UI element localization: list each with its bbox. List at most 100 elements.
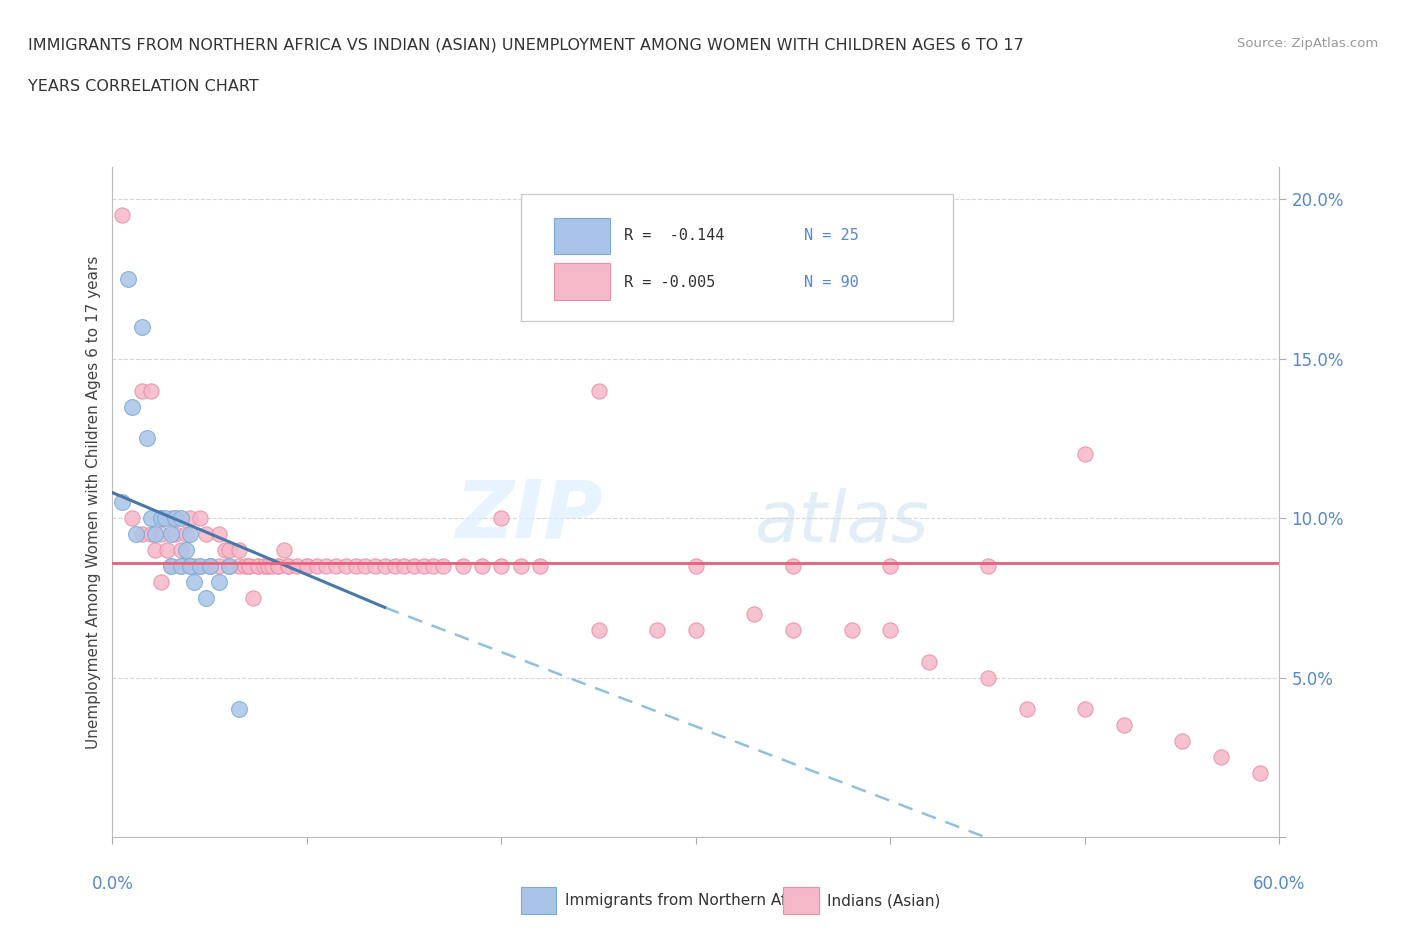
Text: N = 25: N = 25 xyxy=(804,228,859,244)
Point xyxy=(242,591,264,605)
Point xyxy=(976,671,998,685)
Point xyxy=(1074,447,1097,462)
Text: Immigrants from Northern Africa: Immigrants from Northern Africa xyxy=(565,893,815,908)
Text: Source: ZipAtlas.com: Source: ZipAtlas.com xyxy=(1237,37,1378,50)
Point xyxy=(228,542,250,557)
Point xyxy=(125,526,148,541)
Point xyxy=(136,431,159,445)
Point xyxy=(782,559,804,574)
Point xyxy=(179,511,201,525)
Point xyxy=(208,575,231,590)
Point xyxy=(160,559,183,574)
Point xyxy=(117,272,139,286)
Point xyxy=(257,559,280,574)
Point xyxy=(163,526,186,541)
Point xyxy=(169,559,191,574)
Point xyxy=(141,526,163,541)
Point xyxy=(111,207,134,222)
Point xyxy=(141,511,163,525)
Point xyxy=(1209,750,1232,764)
Point xyxy=(163,511,186,525)
Point xyxy=(131,526,153,541)
Point xyxy=(160,511,183,525)
Point xyxy=(121,511,143,525)
Text: atlas: atlas xyxy=(754,488,929,557)
Point xyxy=(276,559,298,574)
Point xyxy=(491,559,513,574)
Text: Indians (Asian): Indians (Asian) xyxy=(827,893,941,908)
Point xyxy=(194,591,217,605)
Point xyxy=(344,559,367,574)
Point xyxy=(179,559,201,574)
Point xyxy=(335,559,357,574)
Point xyxy=(782,622,804,637)
Point xyxy=(253,559,276,574)
Point xyxy=(188,559,211,574)
Point xyxy=(176,542,198,557)
Point xyxy=(422,559,444,574)
Bar xyxy=(554,263,610,300)
Point xyxy=(208,559,231,574)
Point xyxy=(160,526,183,541)
Point xyxy=(918,654,941,669)
Point xyxy=(194,526,217,541)
Point xyxy=(143,526,166,541)
Point xyxy=(150,575,173,590)
FancyBboxPatch shape xyxy=(520,194,953,322)
Point xyxy=(169,511,191,525)
Text: 0.0%: 0.0% xyxy=(91,875,134,893)
Point xyxy=(214,542,236,557)
Point xyxy=(198,559,221,574)
Point xyxy=(228,702,250,717)
Point xyxy=(188,511,211,525)
Text: R =  -0.144: R = -0.144 xyxy=(624,228,724,244)
Point xyxy=(218,542,240,557)
Point xyxy=(879,559,901,574)
Point xyxy=(188,559,211,574)
Point xyxy=(238,559,260,574)
Point xyxy=(325,559,347,574)
Point xyxy=(685,622,707,637)
Text: ZIP: ZIP xyxy=(456,476,603,554)
Point xyxy=(179,526,201,541)
Y-axis label: Unemployment Among Women with Children Ages 6 to 17 years: Unemployment Among Women with Children A… xyxy=(86,256,101,749)
Point xyxy=(685,559,707,574)
Point xyxy=(267,559,290,574)
Point xyxy=(645,622,668,637)
Point xyxy=(295,559,318,574)
Point xyxy=(183,559,205,574)
Point xyxy=(153,511,176,525)
Point xyxy=(233,559,256,574)
Point xyxy=(1015,702,1038,717)
Point xyxy=(247,559,270,574)
Bar xyxy=(520,887,555,914)
Point xyxy=(169,542,191,557)
Point xyxy=(150,511,173,525)
Point xyxy=(364,559,387,574)
Point xyxy=(208,526,231,541)
Point xyxy=(354,559,377,574)
Point xyxy=(742,606,765,621)
Point xyxy=(1112,718,1135,733)
Point xyxy=(111,495,134,510)
Point xyxy=(257,559,280,574)
Point xyxy=(131,319,153,334)
Point xyxy=(1171,734,1194,749)
Point xyxy=(131,383,153,398)
Point xyxy=(267,559,290,574)
Point xyxy=(160,559,183,574)
Point xyxy=(273,542,295,557)
Bar xyxy=(554,218,610,255)
Text: R = -0.005: R = -0.005 xyxy=(624,275,714,290)
Point xyxy=(451,559,474,574)
Text: IMMIGRANTS FROM NORTHERN AFRICA VS INDIAN (ASIAN) UNEMPLOYMENT AMONG WOMEN WITH : IMMIGRANTS FROM NORTHERN AFRICA VS INDIA… xyxy=(28,37,1024,52)
Text: YEARS CORRELATION CHART: YEARS CORRELATION CHART xyxy=(28,79,259,94)
Point xyxy=(402,559,425,574)
Point xyxy=(392,559,416,574)
Point xyxy=(198,559,221,574)
Point xyxy=(432,559,454,574)
Point xyxy=(169,559,191,574)
Point xyxy=(841,622,863,637)
Point xyxy=(412,559,434,574)
Point xyxy=(491,511,513,525)
